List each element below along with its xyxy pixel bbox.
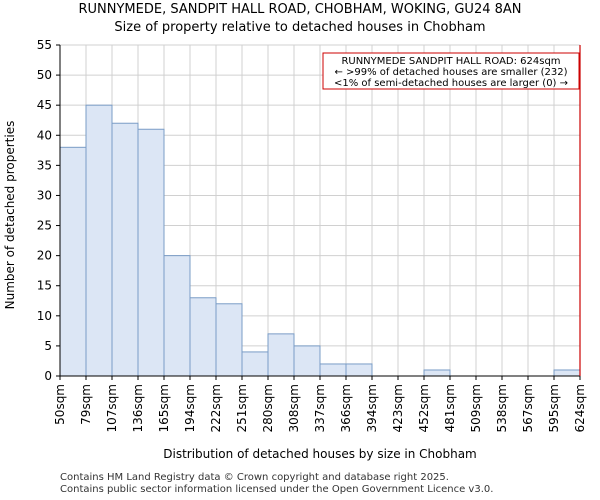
y-tick-label: 50 — [37, 68, 52, 82]
y-tick-label: 35 — [37, 158, 52, 172]
x-tick-label: 567sqm — [521, 384, 535, 432]
y-tick-label: 20 — [37, 249, 52, 263]
bar-366sqm — [345, 363, 373, 377]
y-tick-label: 45 — [37, 98, 52, 112]
annotation-box-frame — [322, 52, 580, 90]
x-tick-label: 624sqm — [573, 384, 587, 432]
bar-280sqm — [267, 333, 295, 377]
bar-251sqm — [241, 351, 269, 377]
bars — [59, 104, 581, 377]
x-tick-label: 222sqm — [209, 384, 223, 432]
x-tick-label: 423sqm — [391, 384, 405, 432]
x-tick-labels: 50sqm 79sqm 107sqm 136sqm 165sqm 194sqm 222sqm… — [53, 376, 587, 432]
x-tick-label: 394sqm — [365, 384, 379, 432]
annotation-line-2: ← >99% of detached houses are smaller (2… — [334, 67, 567, 78]
x-axis-label: Distribution of detached houses by size … — [163, 447, 477, 461]
y-tick-label: 10 — [37, 309, 52, 323]
y-tick-label: 40 — [37, 128, 52, 142]
chart-title: RUNNYMEDE, SANDPIT HALL ROAD, CHOBHAM, W… — [78, 2, 522, 17]
y-tick-label: 15 — [37, 279, 52, 293]
x-tick-label: 481sqm — [443, 384, 457, 432]
x-tick-label: 107sqm — [105, 384, 119, 432]
x-tick-label: 79sqm — [79, 384, 93, 425]
bar-194sqm — [189, 297, 217, 377]
bar-79sqm — [85, 104, 113, 377]
y-axis-label: Number of detached properties — [3, 121, 17, 310]
grid-lines — [59, 44, 581, 377]
x-tick-label: 452sqm — [417, 384, 431, 432]
annotation-line-1: RUNNYMEDE SANDPIT HALL ROAD: 624sqm — [341, 56, 560, 67]
bar-337sqm — [319, 363, 347, 377]
bar-222sqm — [215, 303, 243, 377]
x-tick-label: 366sqm — [339, 384, 353, 432]
y-tick-label: 5 — [44, 339, 52, 353]
annotation-box: RUNNYMEDE SANDPIT HALL ROAD: 624sqm← >99… — [322, 52, 580, 90]
x-tick-label: 595sqm — [547, 384, 561, 432]
x-tick-label: 50sqm — [53, 384, 67, 425]
x-tick-label: 280sqm — [261, 384, 275, 432]
y-tick-label: 55 — [37, 38, 52, 52]
annotation-line-3: <1% of semi-detached houses are larger (… — [334, 78, 568, 89]
bar-595sqm — [553, 369, 581, 377]
y-tick-labels: 0 5 10 15 20 25 30 35 40 45 50 55 — [37, 38, 60, 383]
chart-subtitle: Size of property relative to detached ho… — [114, 20, 486, 35]
x-tick-label: 136sqm — [131, 384, 145, 432]
x-tick-label: 509sqm — [469, 384, 483, 432]
bar-107sqm — [111, 122, 139, 377]
x-tick-label: 308sqm — [287, 384, 301, 432]
bar-165sqm — [163, 255, 191, 377]
y-tick-label: 30 — [37, 188, 52, 202]
x-tick-label: 194sqm — [183, 384, 197, 432]
footer-line-2: Contains public sector information licen… — [60, 484, 494, 495]
bar-308sqm — [293, 345, 321, 377]
x-tick-label: 538sqm — [495, 384, 509, 432]
bar-50sqm — [59, 146, 87, 377]
x-tick-label: 165sqm — [157, 384, 171, 432]
bar-452sqm — [423, 369, 451, 377]
y-tick-label: 25 — [37, 219, 52, 233]
footer-line-1: Contains HM Land Registry data © Crown c… — [60, 472, 449, 483]
x-tick-label: 251sqm — [235, 384, 249, 432]
bar-136sqm — [137, 128, 165, 377]
x-tick-label: 337sqm — [313, 384, 327, 432]
y-tick-label: 0 — [44, 369, 52, 383]
